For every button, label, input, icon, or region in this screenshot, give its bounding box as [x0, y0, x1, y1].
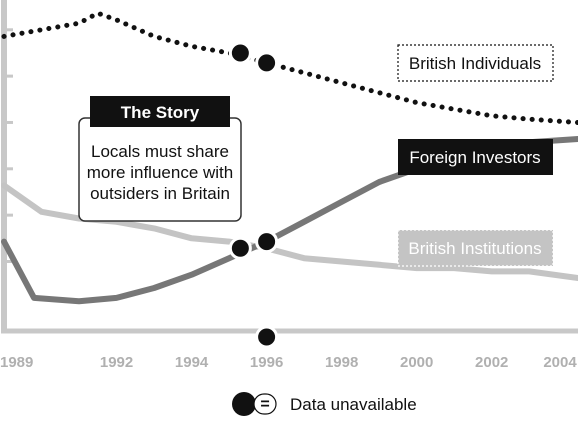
- legend: = Data unavailable: [232, 392, 417, 416]
- story-title: The Story: [121, 103, 200, 122]
- story-line-1: Locals must share: [91, 142, 229, 161]
- unavailable-markers: [228, 41, 279, 349]
- x-tick-label: 1998: [325, 354, 358, 371]
- label-foreign-investors: Foreign Investors: [398, 139, 553, 175]
- story-line-3: outsiders in Britain: [90, 184, 230, 203]
- story-line-2: more influence with: [87, 163, 233, 182]
- label-british-institutions-text: British Institutions: [408, 239, 541, 258]
- x-tick-label: 1992: [100, 354, 133, 371]
- x-tick-label: 2000: [400, 354, 433, 371]
- chart-axes: [1, 0, 578, 334]
- x-tick-label: 1996: [250, 354, 283, 371]
- data-unavailable-marker: [228, 41, 252, 65]
- story-box: The Story Locals must share more influen…: [78, 96, 242, 222]
- x-tick-label: 2002: [475, 354, 508, 371]
- data-unavailable-marker: [255, 230, 279, 254]
- legend-marker-icon: [232, 392, 256, 416]
- x-tick-label: 1989: [0, 354, 33, 371]
- legend-equals: =: [260, 396, 269, 413]
- data-unavailable-marker: [228, 236, 252, 260]
- data-unavailable-marker: [255, 51, 279, 75]
- label-british-individuals-text: British Individuals: [409, 54, 541, 73]
- legend-label: Data unavailable: [290, 395, 417, 414]
- label-british-institutions: British Institutions: [397, 229, 554, 267]
- x-axis-ticks: 1989 1992 1994 1996 1998 2000 2002 2004: [0, 354, 577, 371]
- x-tick-label: 1994: [175, 354, 209, 371]
- x-tick-label: 2004: [543, 354, 577, 371]
- data-unavailable-marker: [255, 325, 279, 349]
- label-foreign-investors-text: Foreign Investors: [409, 148, 540, 167]
- label-british-individuals: British Individuals: [397, 44, 554, 82]
